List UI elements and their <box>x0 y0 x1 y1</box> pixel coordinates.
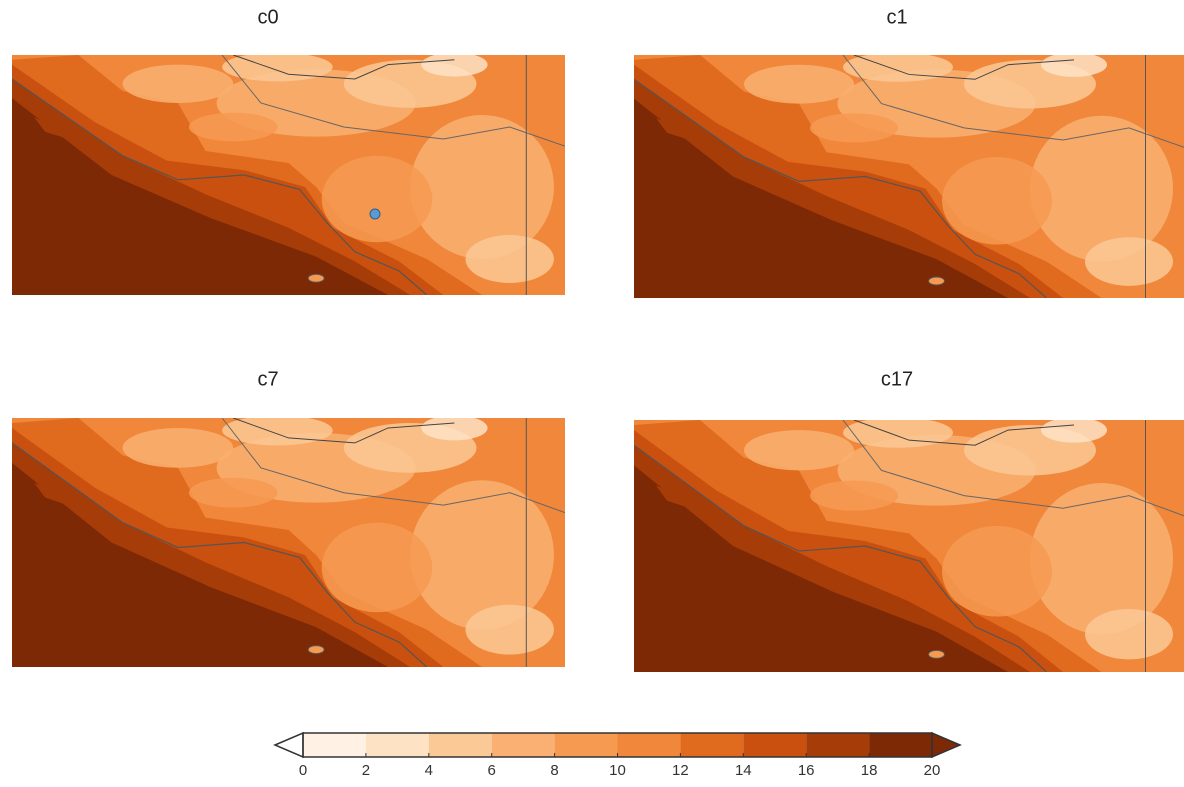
map-region <box>1030 116 1173 262</box>
map-panel <box>12 416 565 667</box>
colorbar-tick-label: 4 <box>425 762 433 779</box>
map-region <box>744 430 854 470</box>
colorbar-tick-label: 6 <box>488 762 496 779</box>
map-panel <box>12 53 565 295</box>
map-region <box>942 157 1052 244</box>
map-region <box>189 113 277 142</box>
colorbar-segment <box>680 733 743 757</box>
colorbar-extend-high <box>932 733 960 757</box>
map-region <box>410 115 554 259</box>
map-region <box>465 235 553 283</box>
figure: c0 c1 c7 c17 0 2 4 6 8 10 12 14 16 18 20 <box>0 0 1184 782</box>
colorbar-tick-label: 16 <box>798 762 815 779</box>
colorbar-tick-label: 0 <box>299 762 307 779</box>
map-region <box>942 526 1052 617</box>
colorbar-segment <box>492 733 555 757</box>
panel-title: c0 <box>257 6 278 28</box>
colorbar-tick-label: 8 <box>550 762 558 779</box>
colorbar-tick-label: 12 <box>672 762 689 779</box>
map-region <box>1030 483 1173 634</box>
map-region <box>322 523 433 613</box>
colorbar-tick-label: 14 <box>735 762 752 779</box>
colorbar-tick-label: 2 <box>362 762 370 779</box>
map-region <box>123 65 234 103</box>
colorbar-segment <box>869 733 932 757</box>
colorbar-segment <box>303 733 366 757</box>
island <box>929 277 945 285</box>
panel-title: c17 <box>881 368 913 390</box>
map-region <box>421 416 487 441</box>
map-region <box>410 480 554 629</box>
colorbar-tick-label: 10 <box>609 762 626 779</box>
panel-title: c1 <box>886 6 907 28</box>
colorbar-segment <box>743 733 806 757</box>
map-region <box>465 605 553 655</box>
map-region <box>421 53 487 77</box>
map-region <box>810 113 898 142</box>
map-region <box>189 478 277 508</box>
map-region <box>810 480 898 510</box>
location-marker <box>370 209 380 219</box>
colorbar-segment <box>429 733 492 757</box>
map-panel <box>634 53 1184 298</box>
colorbar-tick-label: 18 <box>861 762 878 779</box>
map-region <box>322 156 433 242</box>
panel-title: c7 <box>257 368 278 390</box>
map-region <box>1085 609 1173 659</box>
map-region <box>123 428 234 468</box>
island <box>308 274 324 282</box>
map-region <box>1085 237 1173 286</box>
colorbar-extend-low <box>275 733 303 757</box>
island <box>308 646 324 654</box>
map-panel <box>634 417 1184 672</box>
island <box>929 650 945 658</box>
colorbar-segment <box>366 733 429 757</box>
map-region <box>1041 53 1107 77</box>
map-region <box>1041 417 1107 442</box>
map-region <box>744 65 854 104</box>
colorbar-tick-label: 20 <box>924 762 941 779</box>
colorbar-segment <box>555 733 618 757</box>
colorbar-segment <box>806 733 869 757</box>
colorbar-segment <box>618 733 681 757</box>
